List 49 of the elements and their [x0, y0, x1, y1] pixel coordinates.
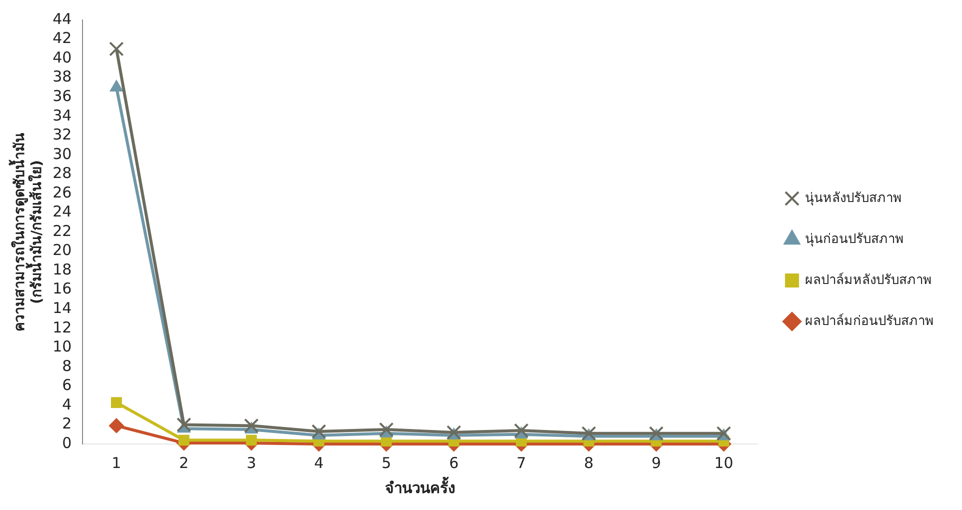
y-tick-label: 26: [52, 183, 72, 202]
y-tick-label: 44: [52, 10, 72, 28]
point: [108, 418, 124, 434]
y-tick-label: 2: [62, 414, 72, 433]
y-tick-label: 0: [62, 434, 72, 452]
x-tick-label: 10: [714, 454, 734, 472]
y-tick-label: 38: [52, 68, 72, 86]
legend-label: นุ่นก่อนปรับสภาพ: [805, 232, 904, 247]
y-axis-title: ความสามารถในการดูดซับน้ำมัน (กรัมน้ำมัน/กรัมเส้นใย): [8, 132, 45, 332]
legend-label: ผลปาล์มหลังปรับสภาพ: [805, 272, 932, 288]
y-tick-label: 16: [52, 280, 72, 298]
point: [178, 434, 190, 446]
point: [244, 418, 259, 434]
x-tick-label: 4: [314, 454, 324, 472]
y-tick-label: 42: [52, 29, 72, 48]
point: [109, 42, 124, 56]
x-tick-label: 6: [449, 454, 459, 472]
x-tick-label: 1: [112, 454, 122, 472]
y-tick-label: 6: [62, 376, 72, 394]
y-tick-label: 8: [62, 356, 72, 375]
y-tick-label: 10: [52, 338, 72, 356]
x-tick-label: 2: [179, 454, 189, 472]
point: [312, 424, 326, 439]
y-tick-label: 12: [52, 318, 72, 336]
y-tick-label: 32: [52, 126, 72, 144]
y-tick-label: 28: [52, 164, 72, 182]
point: [378, 422, 394, 437]
x-tick-label: 3: [246, 454, 256, 472]
y-tick-label: 20: [52, 241, 72, 260]
y-tick-label: 14: [52, 298, 72, 317]
x-tick-label: 5: [382, 454, 392, 472]
point: [176, 417, 192, 432]
y-tick-label: 4: [62, 395, 72, 414]
y-tick-label: 34: [52, 106, 72, 124]
point: [514, 423, 529, 438]
y-tick-label: 24: [52, 202, 72, 221]
y-tick-label: 40: [52, 48, 72, 66]
point: [246, 434, 257, 446]
point: [110, 397, 122, 408]
x-tick-label: 7: [516, 454, 526, 472]
legend-label: นุ่นหลังปรับสภาพ: [805, 190, 902, 206]
x-tick-label: 9: [652, 454, 662, 472]
y-tick-label: 30: [52, 144, 72, 163]
x-tick-label: 8: [584, 454, 594, 472]
y-tick-label: 36: [52, 86, 72, 105]
y-tick-label: 22: [52, 222, 72, 240]
legend-label: ผลปาล์มก่อนปรับสภาพ: [805, 312, 934, 329]
y-tick-label: 18: [52, 260, 72, 278]
x-axis-title: จำนวนครั้ง: [385, 476, 456, 497]
